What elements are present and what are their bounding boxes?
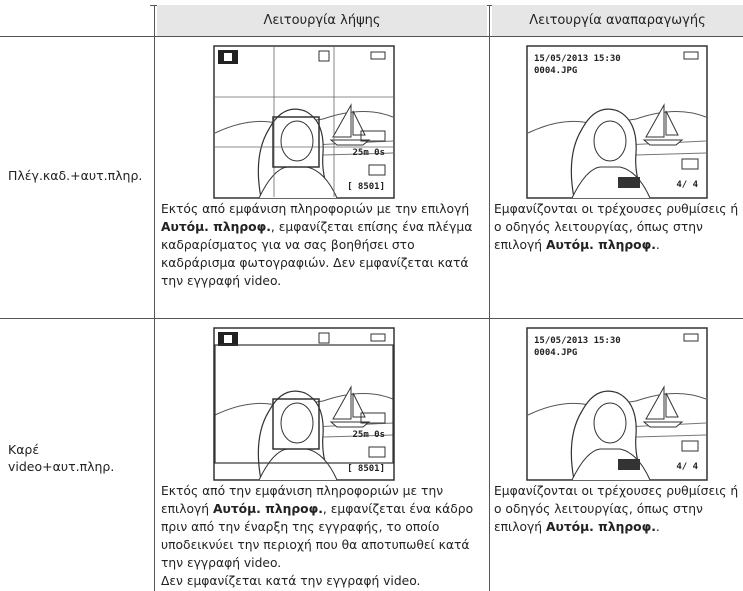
text: Δεν εμφανίζεται κατά την εγγραφή video. xyxy=(161,574,421,588)
paragraph: Εμφανίζονται οι τρέχουσες ρυθμίσεις ή ο … xyxy=(494,482,739,536)
bold-text: Αυτόμ. πληροφ. xyxy=(546,520,656,534)
camera-screen: 25m 0s [ 8501] xyxy=(213,327,395,481)
date-time: 15/05/2013 15:30 xyxy=(534,336,621,346)
exposure-count: [ 8501] xyxy=(347,182,385,192)
remaining-time: 25m 0s xyxy=(352,148,385,158)
description: Εκτός από την εμφάνιση πληροφοριών με τη… xyxy=(161,482,485,590)
mode-icon xyxy=(318,332,330,344)
mode-icon xyxy=(318,50,330,62)
text: . xyxy=(655,238,660,252)
bold-text: Αυτόμ. πληροφ. xyxy=(213,502,323,516)
description: Εμφανίζονται οι τρέχουσες ρυθμίσεις ή ο … xyxy=(494,200,739,254)
description: Εκτός από εμφάνιση πληροφοριών με την επ… xyxy=(161,200,485,290)
battery-icon xyxy=(370,333,386,342)
text: , εμφανίζεται επίσης ένα πλέγμα καδραρίσ… xyxy=(161,220,473,288)
text: . xyxy=(655,520,660,534)
focus-area xyxy=(272,398,320,450)
body xyxy=(571,166,651,199)
remaining-time: 25m 0s xyxy=(352,430,385,440)
camera-screen: 25m 0s [ 8501] xyxy=(213,45,395,199)
file-name: 0004.JPG xyxy=(534,348,577,358)
camera-lens xyxy=(224,53,232,61)
rule xyxy=(0,36,743,37)
text: , εμφανίζεται ένα κάδρο πριν από την ένα… xyxy=(161,502,474,570)
rule xyxy=(489,5,490,591)
face xyxy=(593,402,627,444)
sailboat xyxy=(642,385,684,428)
exposure-count: [ 8501] xyxy=(347,464,385,474)
ok-icon xyxy=(618,177,640,188)
sailboat xyxy=(642,103,684,146)
camera-lens xyxy=(224,335,232,343)
battery-icon xyxy=(683,333,699,342)
sailboat xyxy=(329,103,371,146)
paragraph: Εμφανίζονται οι τρέχουσες ρυθμίσεις ή ο … xyxy=(494,200,739,254)
column-header: Λειτουργία λήψης xyxy=(157,5,487,36)
text: Εμφανίζονται οι τρέχουσες ρυθμίσεις ή ο … xyxy=(494,484,739,534)
row-label: Καρέ video+αυτ.πληρ. xyxy=(8,442,115,474)
image-size-icon xyxy=(681,440,699,452)
frame-number: 4/ 4 xyxy=(676,180,698,190)
movie-frame xyxy=(214,344,394,464)
date-time: 15/05/2013 15:30 xyxy=(534,54,621,64)
face xyxy=(280,120,314,162)
face xyxy=(280,402,314,444)
body xyxy=(571,448,651,481)
bold-text: Αυτόμ. πληροφ. xyxy=(161,220,271,234)
text: Εμφανίζονται οι τρέχουσες ρυθμίσεις ή ο … xyxy=(494,202,739,252)
ok-icon xyxy=(618,459,640,470)
image-size-icon xyxy=(681,158,699,170)
rule xyxy=(154,5,155,591)
video-size-icon xyxy=(360,130,386,142)
paragraph: Εκτός από εμφάνιση πληροφοριών με την επ… xyxy=(161,200,485,290)
rule xyxy=(0,318,743,319)
text: Εκτός από την εμφάνιση πληροφοριών με τη… xyxy=(161,484,444,516)
image-size-icon xyxy=(368,164,386,176)
focus-area xyxy=(272,116,320,168)
file-name: 0004.JPG xyxy=(534,66,577,76)
column-header: Λειτουργία αναπαραγωγής xyxy=(492,5,743,36)
battery-icon xyxy=(683,51,699,60)
camera-screen: 15/05/2013 15:30 0004.JPG 4/ 4 xyxy=(526,327,708,481)
row-label: Πλέγ.καδ.+αυτ.πληρ. xyxy=(8,168,143,183)
battery-icon xyxy=(370,51,386,60)
image-size-icon xyxy=(368,446,386,458)
frame-number: 4/ 4 xyxy=(676,462,698,472)
text: Εκτός από εμφάνιση πληροφοριών με την επ… xyxy=(161,202,470,216)
camera-screen: 15/05/2013 15:30 0004.JPG 4/ 4 xyxy=(526,45,708,199)
description: Εμφανίζονται οι τρέχουσες ρυθμίσεις ή ο … xyxy=(494,482,739,536)
paragraph: Εκτός από την εμφάνιση πληροφοριών με τη… xyxy=(161,482,485,572)
video-size-icon xyxy=(360,412,386,424)
sailboat xyxy=(329,385,371,428)
face xyxy=(593,120,627,162)
bold-text: Αυτόμ. πληροφ. xyxy=(546,238,656,252)
paragraph: Δεν εμφανίζεται κατά την εγγραφή video. xyxy=(161,572,485,590)
